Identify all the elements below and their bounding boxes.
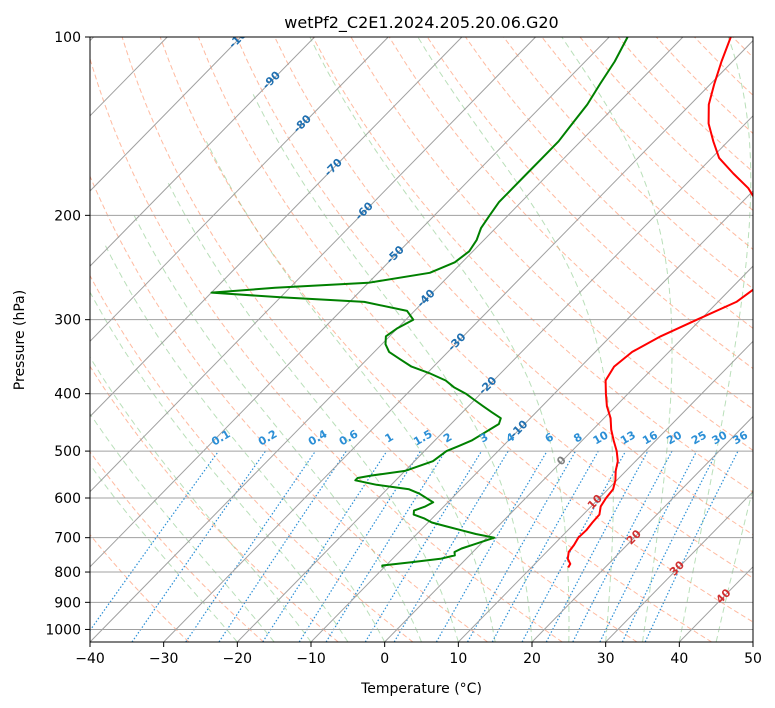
dry-adiabat-line — [121, 37, 638, 642]
plot-frame — [89, 36, 754, 643]
mixing-ratio-line — [325, 450, 446, 642]
y-tick-label: 800 — [54, 565, 81, 581]
isotherm-line — [90, 37, 315, 267]
mixing-ratio-line — [545, 450, 649, 642]
x-tick-label: 30 — [597, 651, 615, 667]
mixing-ratio-line — [521, 450, 627, 642]
x-tick-label: −40 — [75, 651, 105, 667]
mixing-ratio-line — [298, 450, 422, 642]
isotherm-line — [457, 340, 753, 642]
dry-adiabat-line — [90, 533, 190, 642]
moist-adiabat-line — [561, 37, 673, 642]
y-tick-label: 600 — [54, 491, 81, 507]
moist-adiabat-line — [678, 37, 752, 642]
y-tick-label: 200 — [54, 208, 81, 224]
isotherm-line — [310, 190, 753, 642]
moist-adiabat-line — [715, 486, 753, 642]
moist-adiabat-line — [166, 180, 459, 642]
x-tick-label: 20 — [523, 651, 541, 667]
pressure-gridlines — [90, 37, 753, 630]
x-tick-label: 50 — [744, 651, 762, 667]
isotherm-line — [90, 37, 389, 343]
dry-adiabat-line — [388, 37, 753, 410]
y-tick-label: 700 — [54, 531, 81, 547]
mixing-ratio-line — [572, 450, 673, 642]
dry-adiabat-line — [503, 37, 753, 290]
isotherm-line — [605, 490, 753, 642]
moist-adiabat-line — [133, 215, 422, 642]
x-tick-label: 40 — [670, 651, 688, 667]
y-tick-label: 900 — [54, 595, 81, 611]
moist-adiabat-line — [252, 94, 533, 642]
sounding-traces — [210, 37, 753, 569]
axes: −40 −30 −20 −10 0 10 20 30 40 50 100 200 300 400 500 60… — [45, 30, 762, 667]
dry-adiabat-line — [197, 37, 753, 623]
isotherm-line — [90, 37, 463, 418]
mixing-ratio-line — [466, 450, 577, 642]
moist-adiabat-line — [90, 463, 238, 642]
moist-adiabat-line — [90, 291, 349, 642]
mixing-ratio-line — [393, 450, 509, 642]
x-axis-label: Temperature (°C) — [360, 681, 482, 697]
y-tick-label: 1000 — [45, 622, 81, 638]
moist-adiabat-line — [309, 37, 570, 642]
dry-adiabat-line — [159, 37, 712, 642]
dry-adiabat-line — [90, 56, 563, 642]
isotherm-line — [531, 415, 753, 642]
chart-title: wetPf2_C2E1.2024.205.20.06.G20 — [284, 13, 558, 33]
dry-adiabats — [90, 37, 753, 642]
isotherm-line — [90, 37, 610, 568]
mixing-ratio-line — [218, 450, 347, 642]
mixing-ratio-line — [364, 450, 483, 642]
x-tick-label: −10 — [296, 651, 326, 667]
x-tick-label: −30 — [149, 651, 179, 667]
x-tick-label: −20 — [223, 651, 253, 667]
y-axis-label: Pressure (hPa) — [12, 290, 28, 390]
dry-adiabat-line — [312, 37, 753, 493]
dry-adiabat-line — [274, 37, 753, 536]
mixing-ratio-line — [262, 450, 388, 642]
mixing-ratio-line — [90, 450, 220, 632]
y-tick-label: 500 — [54, 444, 81, 460]
isotherm-line — [90, 37, 536, 493]
isotherm-line — [236, 115, 753, 642]
temperature-trace — [566, 37, 753, 569]
dewpoint-trace — [210, 37, 629, 568]
dry-adiabat-line — [236, 37, 753, 579]
isotherm-line — [90, 37, 242, 192]
isotherm-line — [163, 39, 753, 642]
x-tick-label: 0 — [380, 651, 389, 667]
y-tick-label: 400 — [54, 387, 81, 403]
moist-adiabat-line — [104, 245, 386, 642]
x-tick-label: 10 — [449, 651, 467, 667]
mixing-ratio-line — [185, 450, 316, 642]
mixing-ratio-line — [599, 450, 698, 642]
dry-adiabat-line — [90, 274, 414, 642]
dry-adiabat-line — [465, 37, 753, 329]
y-tick-label: 100 — [54, 30, 81, 46]
mixing-ratio-line — [644, 450, 739, 642]
y-tick-label: 300 — [54, 313, 81, 329]
moist-adiabat-line — [90, 412, 275, 642]
